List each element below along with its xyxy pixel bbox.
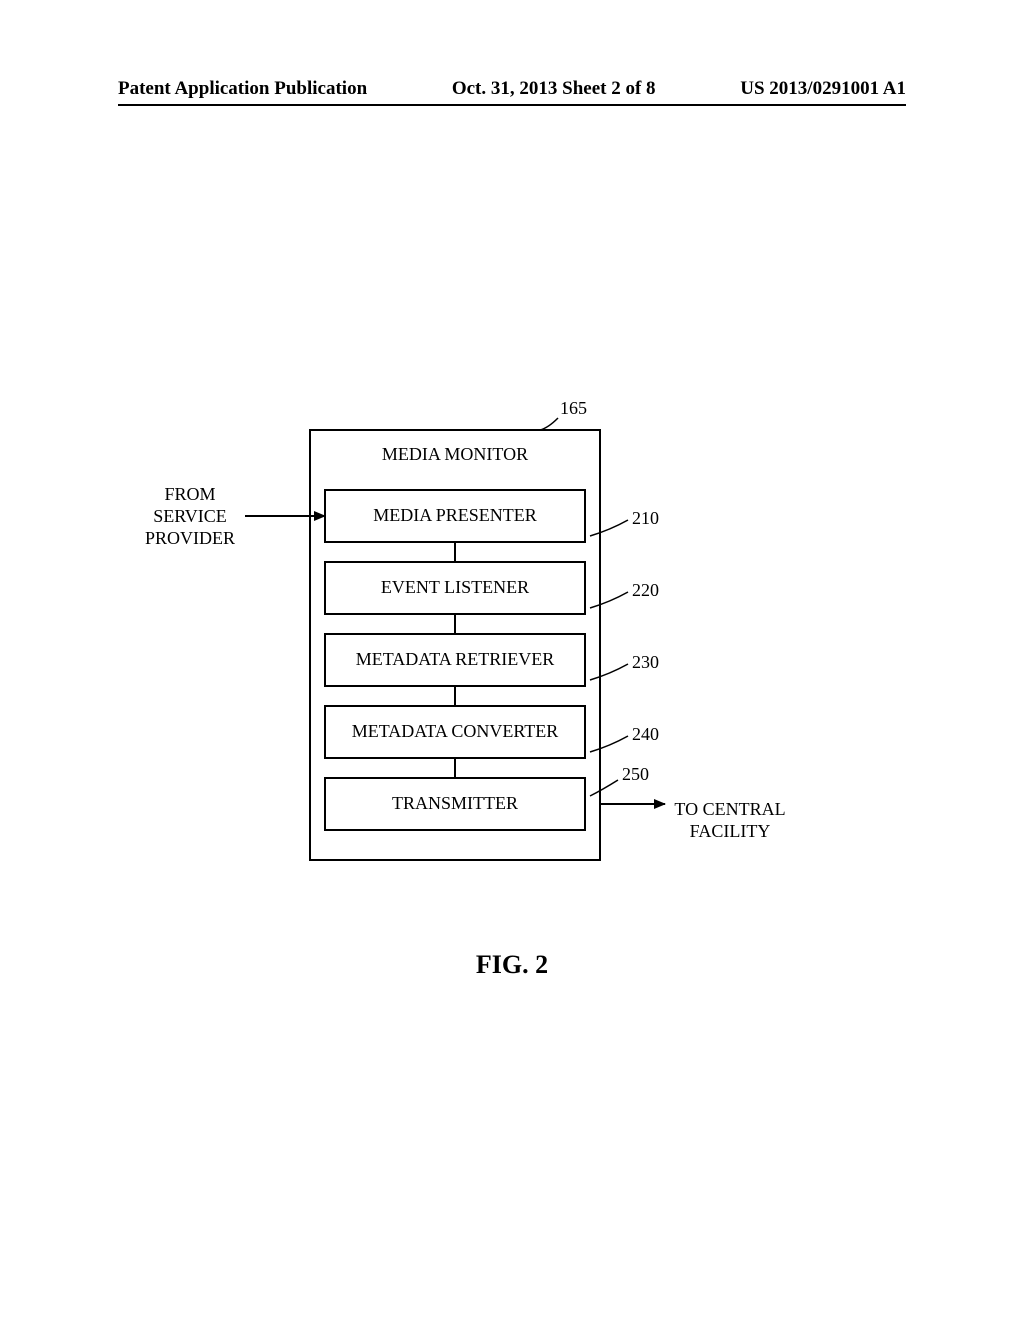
ref-240: 240	[632, 724, 659, 744]
ref-230: 230	[632, 652, 659, 672]
lead-165	[540, 418, 558, 430]
page: Patent Application Publication Oct. 31, …	[0, 0, 1024, 1320]
ref-220: 220	[632, 580, 659, 600]
block-label-event_listener: EVENT LISTENER	[381, 577, 529, 597]
figure-diagram: MEDIA MONITOR MEDIA PRESENTER EVENT LISTE…	[0, 0, 1024, 1320]
block-label-transmitter: TRANSMITTER	[392, 793, 518, 813]
block-label-metadata_retriever: METADATA RETRIEVER	[356, 649, 555, 669]
figure-caption: FIG. 2	[0, 950, 1024, 980]
block-label-media_presenter: MEDIA PRESENTER	[373, 505, 537, 525]
ref-165: 165	[560, 398, 587, 418]
ref-210: 210	[632, 508, 659, 528]
block-label-metadata_converter: METADATA CONVERTER	[352, 721, 559, 741]
ref-250: 250	[622, 764, 649, 784]
media-monitor-title: MEDIA MONITOR	[382, 444, 528, 464]
arrow-label-in_from_service_provider: FROMSERVICEPROVIDER	[145, 484, 235, 548]
arrow-label-out_to_central_facility: TO CENTRALFACILITY	[674, 799, 785, 841]
